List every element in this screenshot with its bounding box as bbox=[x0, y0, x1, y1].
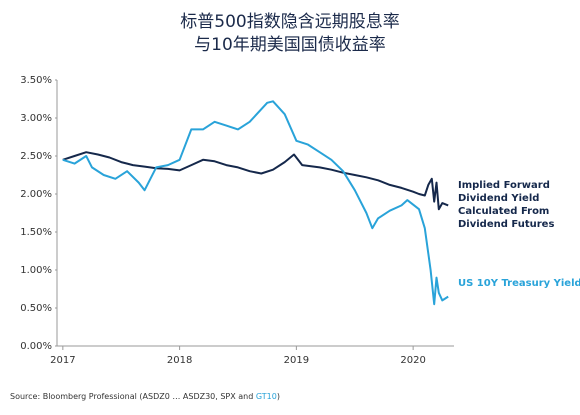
source-note: Source: Bloomberg Professional (ASDZ0 … … bbox=[10, 392, 280, 401]
legend-label: US 10Y Treasury Yield bbox=[458, 278, 580, 289]
series-line bbox=[62, 151, 449, 211]
y-tick-label: 3.50% bbox=[20, 75, 52, 86]
x-tick-label: 2018 bbox=[167, 355, 192, 366]
series-line bbox=[62, 100, 449, 306]
x-tick-label: 2020 bbox=[400, 355, 425, 366]
source-text: Source: Bloomberg Professional (ASDZ0 … … bbox=[10, 392, 256, 401]
chart-title: 与10年期美国国债收益率 bbox=[194, 35, 386, 55]
y-tick-label: 1.50% bbox=[20, 227, 52, 238]
y-tick-label: 0.00% bbox=[20, 341, 52, 352]
x-tick-label: 2019 bbox=[284, 355, 309, 366]
chart-title: 标普500指数隐含远期股息率 bbox=[180, 12, 399, 32]
source-text: ) bbox=[277, 392, 280, 401]
y-tick-label: 3.00% bbox=[20, 113, 52, 124]
y-tick-label: 2.50% bbox=[20, 151, 52, 162]
y-tick-label: 0.50% bbox=[20, 303, 52, 314]
y-tick-label: 1.00% bbox=[20, 265, 52, 276]
legend-label: Implied Forward Dividend Yield Calculated … bbox=[458, 180, 554, 230]
x-tick-label: 2017 bbox=[50, 355, 75, 366]
source-link: GT10 bbox=[256, 392, 277, 401]
y-tick-label: 2.00% bbox=[20, 189, 52, 200]
